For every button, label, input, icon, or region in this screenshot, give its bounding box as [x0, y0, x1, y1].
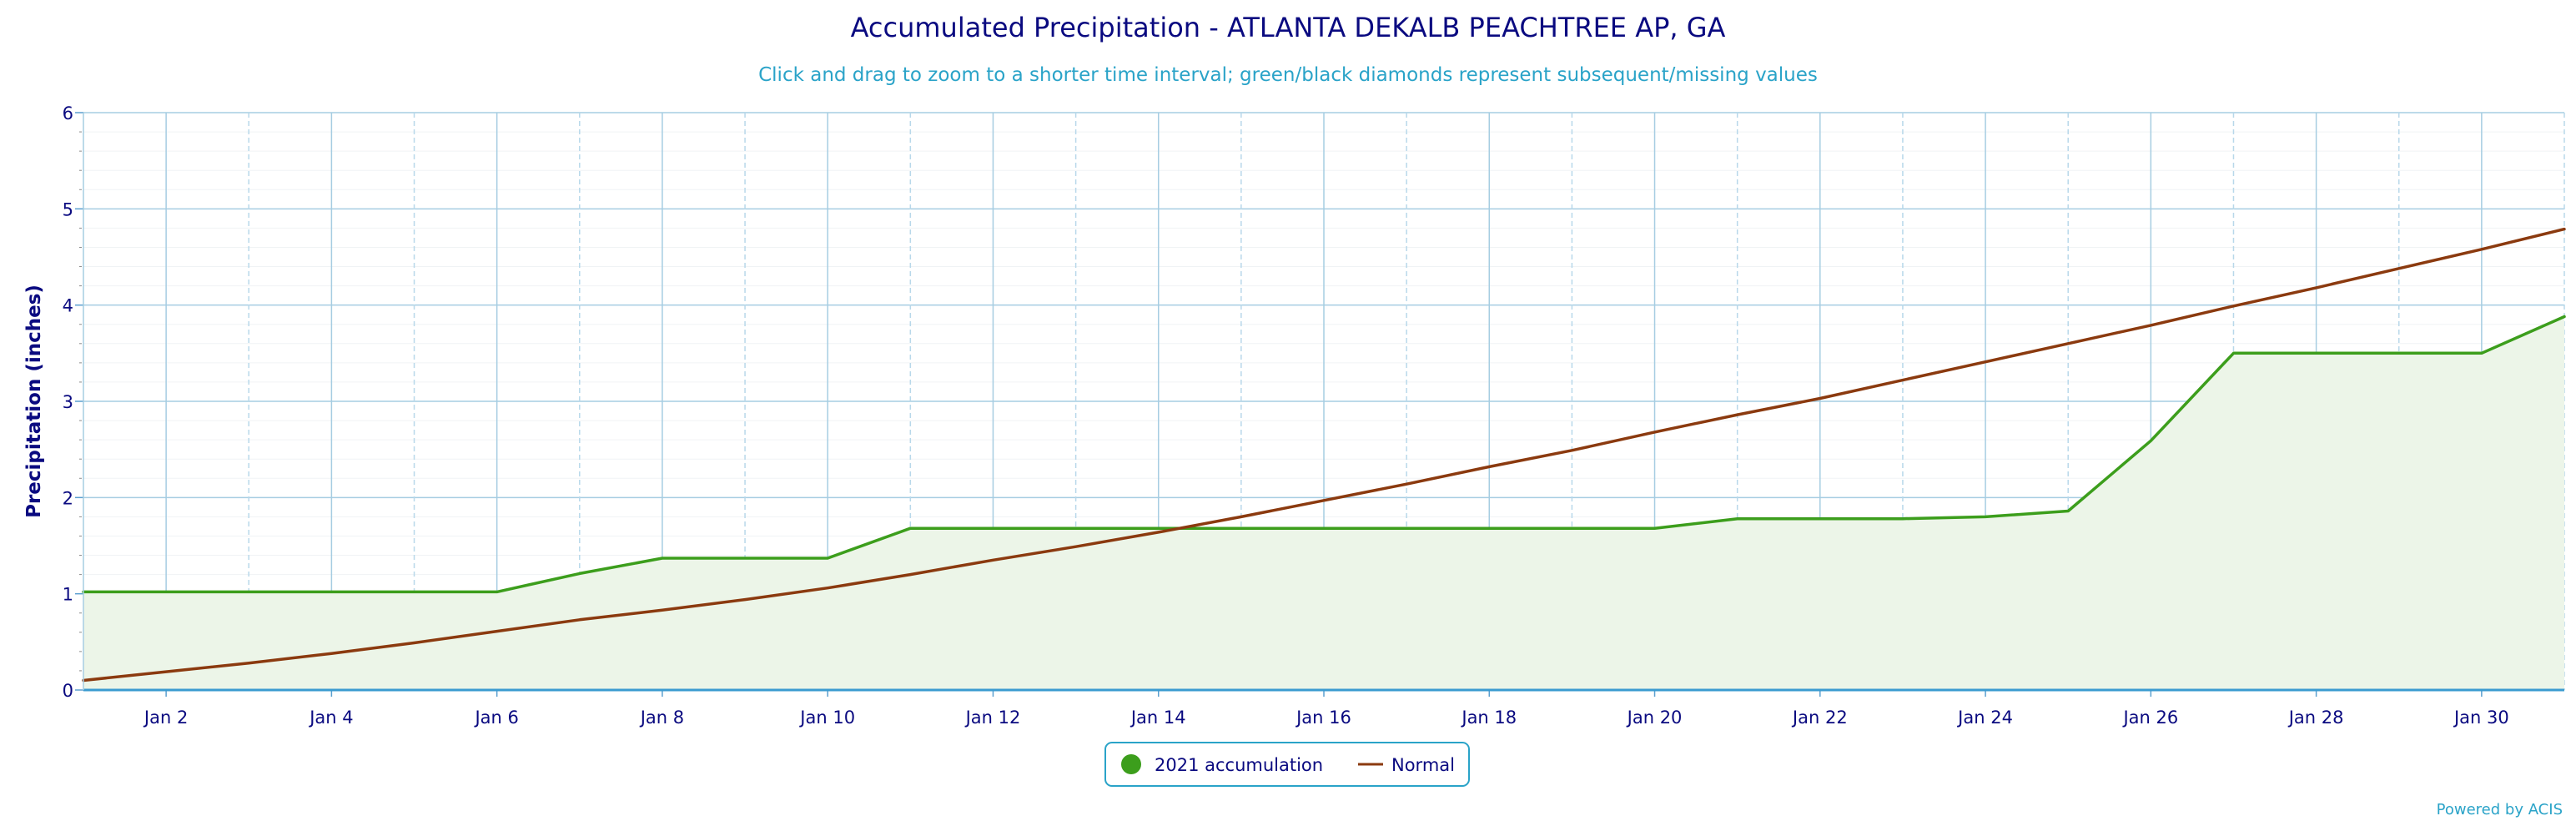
y-tick-label: 2 [63, 488, 73, 508]
legend-label-2021[interactable]: 2021 accumulation [1155, 755, 1323, 775]
legend-label-normal[interactable]: Normal [1391, 755, 1455, 775]
x-tick-label: Jan 4 [308, 708, 353, 728]
axis-layer [75, 112, 2564, 697]
y-tick-label: 5 [63, 199, 73, 219]
y-tick-labels: 0 1 2 3 4 5 6 [63, 103, 73, 701]
y-tick-label: 4 [63, 296, 73, 316]
x-tick-label: Jan 20 [1626, 708, 1683, 728]
x-tick-label: Jan 8 [639, 708, 684, 728]
x-tick-label: Jan 6 [473, 708, 518, 728]
powered-by-credit[interactable]: Powered by ACIS [2437, 801, 2563, 818]
x-tick-label: Jan 10 [798, 708, 855, 728]
x-tick-label: Jan 24 [1956, 708, 2013, 728]
x-tick-label: Jan 16 [1295, 708, 1351, 728]
y-axis-label: Precipitation (inches) [23, 285, 45, 518]
x-tick-label: Jan 26 [2121, 708, 2178, 728]
series-line-2021[interactable] [82, 315, 2566, 594]
lines-layer [82, 227, 2566, 682]
legend-marker-2021 [1121, 754, 1141, 774]
x-tick-label: Jan 2 [143, 708, 188, 728]
x-tick-label: Jan 30 [2453, 708, 2509, 728]
series-line-normal[interactable] [82, 227, 2566, 682]
x-tick-label: Jan 12 [964, 708, 1021, 728]
legend[interactable]: 2021 accumulation Normal [1104, 742, 1470, 787]
x-tick-labels: Jan 2 Jan 4 Jan 6 Jan 8 Jan 10 Jan 12 Jan 14 Ja… [143, 708, 2509, 728]
x-tick-label: Jan 28 [2287, 708, 2344, 728]
x-tick-label: Jan 18 [1460, 708, 1517, 728]
y-tick-label: 3 [63, 392, 73, 412]
x-tick-label: Jan 22 [1791, 708, 1848, 728]
chart-title: Accumulated Precipitation - ATLANTA DEKA… [851, 12, 1726, 43]
series-area-2021 [83, 316, 2564, 690]
chart-subtitle: Click and drag to zoom to a shorter time… [758, 64, 1818, 86]
y-tick-label: 6 [63, 103, 73, 123]
y-tick-label: 0 [63, 681, 73, 701]
x-tick-label: Jan 14 [1130, 708, 1186, 728]
area-layer [83, 316, 2564, 690]
y-tick-label: 1 [63, 585, 73, 605]
legend-box [1104, 742, 1470, 787]
